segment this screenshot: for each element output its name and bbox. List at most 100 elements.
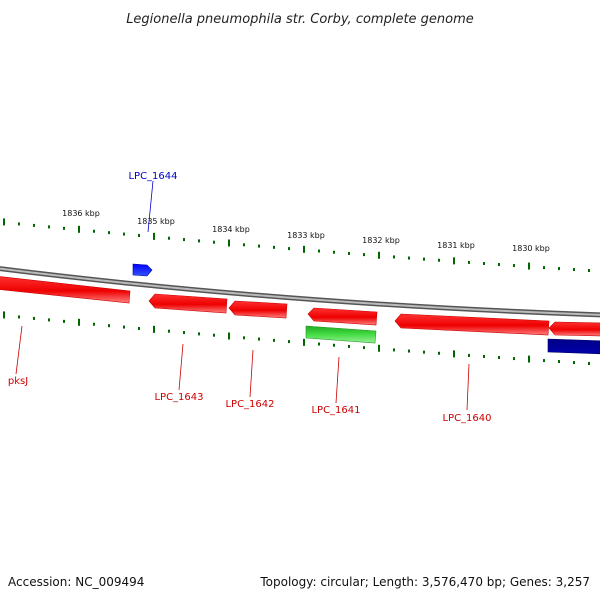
lower-tick-row xyxy=(3,311,590,365)
kbp-label-1834: 1834 kbp xyxy=(212,225,250,234)
lower-minor-tick xyxy=(243,336,245,340)
lower-major-tick xyxy=(453,350,455,358)
upper-minor-tick xyxy=(318,249,320,253)
lower-minor-tick xyxy=(588,361,590,365)
upper-minor-tick xyxy=(123,232,125,236)
upper-minor-tick xyxy=(258,244,260,248)
label-lpc-1641[interactable]: LPC_1641 xyxy=(311,405,360,416)
lower-minor-tick xyxy=(138,326,140,330)
upper-minor-tick xyxy=(213,240,215,244)
lower-minor-tick xyxy=(108,324,110,328)
kbp-label-1833: 1833 kbp xyxy=(287,231,325,240)
upper-major-tick xyxy=(3,218,5,226)
lower-minor-tick xyxy=(93,322,95,326)
gene-lpc-1642[interactable] xyxy=(228,300,288,319)
gene-lpc-1643[interactable] xyxy=(148,293,228,314)
lower-minor-tick xyxy=(18,315,20,319)
upper-minor-tick xyxy=(108,231,110,235)
genome-backbone xyxy=(0,267,600,316)
upper-minor-tick xyxy=(48,225,50,229)
upper-major-tick xyxy=(153,232,155,240)
upper-major-tick xyxy=(378,251,380,259)
gene-navy-feature[interactable] xyxy=(547,338,600,355)
leader-lpc-1643 xyxy=(178,343,184,391)
lower-minor-tick xyxy=(558,360,560,364)
upper-minor-tick xyxy=(498,263,500,267)
upper-minor-tick xyxy=(558,267,560,271)
lower-minor-tick xyxy=(273,338,275,342)
lower-minor-tick xyxy=(543,359,545,363)
upper-minor-tick xyxy=(243,243,245,247)
lower-minor-tick xyxy=(363,346,365,350)
gene-lpc-1644[interactable] xyxy=(132,263,153,277)
accession-text: Accession: NC_009494 xyxy=(8,575,144,589)
upper-minor-tick xyxy=(63,226,65,230)
leader-pksj xyxy=(15,325,23,375)
leader-lpc-1642 xyxy=(249,349,254,398)
kbp-label-1836: 1836 kbp xyxy=(62,209,100,218)
gene-right-edge[interactable] xyxy=(548,321,600,337)
upper-minor-tick xyxy=(468,260,470,264)
lower-minor-tick xyxy=(168,329,170,333)
gene-lpc-1640[interactable] xyxy=(394,313,550,336)
lower-minor-tick xyxy=(63,319,65,323)
upper-minor-tick xyxy=(198,239,200,243)
gene-green-feature[interactable] xyxy=(305,325,377,344)
label-pksj[interactable]: pksJ xyxy=(8,376,28,387)
leader-lpc-1641 xyxy=(335,356,340,404)
upper-major-tick xyxy=(453,257,455,265)
lower-minor-tick xyxy=(348,344,350,348)
upper-minor-tick xyxy=(93,229,95,233)
kbp-label-1831: 1831 kbp xyxy=(437,241,475,250)
lower-major-tick xyxy=(78,318,80,326)
upper-minor-tick xyxy=(273,245,275,249)
upper-major-tick xyxy=(528,262,530,270)
lower-major-tick xyxy=(153,325,155,333)
lower-minor-tick xyxy=(438,351,440,355)
upper-minor-tick xyxy=(33,223,35,227)
upper-minor-tick xyxy=(138,233,140,237)
label-lpc-1644[interactable]: LPC_1644 xyxy=(128,171,177,182)
upper-major-tick xyxy=(228,239,230,247)
leader-lpc-1640 xyxy=(466,363,470,411)
upper-minor-tick xyxy=(183,238,185,242)
upper-minor-tick xyxy=(438,258,440,262)
lower-minor-tick xyxy=(123,325,125,329)
lower-minor-tick xyxy=(258,337,260,341)
kbp-label-1835: 1835 kbp xyxy=(137,217,175,226)
upper-minor-tick xyxy=(573,268,575,272)
leader-lpc-1644 xyxy=(147,180,154,233)
lower-minor-tick xyxy=(423,350,425,354)
genome-summary-text: Topology: circular; Length: 3,576,470 bp… xyxy=(259,575,590,589)
upper-minor-tick xyxy=(423,257,425,261)
lower-minor-tick xyxy=(393,348,395,352)
upper-minor-tick xyxy=(393,255,395,259)
lower-minor-tick xyxy=(318,342,320,346)
upper-minor-tick xyxy=(288,247,290,251)
label-lpc-1642[interactable]: LPC_1642 xyxy=(225,399,274,410)
lower-minor-tick xyxy=(288,340,290,344)
label-lpc-1643[interactable]: LPC_1643 xyxy=(154,392,203,403)
lower-minor-tick xyxy=(513,357,515,361)
label-lpc-1640[interactable]: LPC_1640 xyxy=(442,413,491,424)
map-title: Legionella pneumophila str. Corby, compl… xyxy=(126,12,474,27)
upper-minor-tick xyxy=(168,236,170,240)
lower-major-tick xyxy=(528,355,530,363)
lower-major-tick xyxy=(228,332,230,340)
upper-minor-tick xyxy=(588,268,590,272)
upper-minor-tick xyxy=(408,256,410,260)
upper-minor-tick xyxy=(18,222,20,226)
lower-minor-tick xyxy=(33,316,35,320)
lower-major-tick xyxy=(378,344,380,352)
lower-minor-tick xyxy=(408,349,410,353)
lower-minor-tick xyxy=(333,343,335,347)
gene-pksj[interactable] xyxy=(0,276,131,304)
upper-minor-tick xyxy=(333,250,335,254)
lower-minor-tick xyxy=(468,353,470,357)
kbp-labels: 1836 kbp 1835 kbp 1834 kbp 1833 kbp 1832… xyxy=(62,209,550,253)
upper-major-tick xyxy=(78,225,80,233)
gene-lpc-1641-red[interactable] xyxy=(307,307,378,326)
upper-major-tick xyxy=(303,245,305,253)
